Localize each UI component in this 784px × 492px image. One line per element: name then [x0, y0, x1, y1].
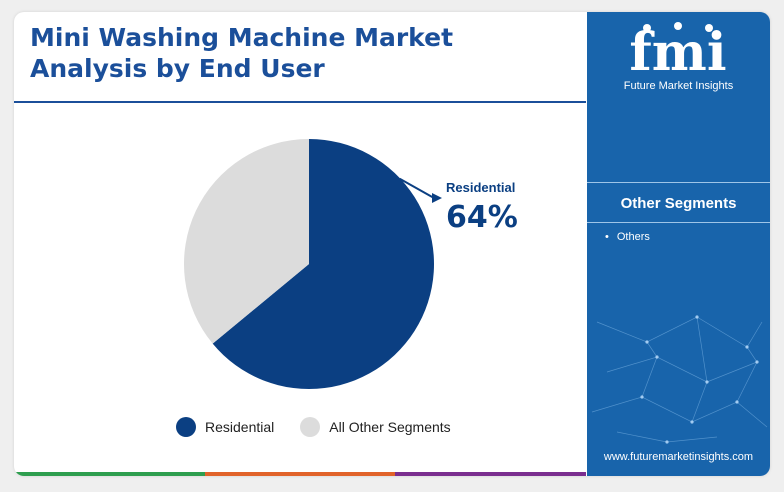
legend-label-other: All Other Segments — [329, 419, 451, 435]
annotation-arrow-line — [399, 177, 435, 199]
segment-item: Others — [605, 231, 650, 243]
bottom-bar-green — [14, 472, 205, 476]
title-divider — [14, 101, 586, 103]
network-decoration — [591, 315, 768, 444]
segments-top-divider — [587, 182, 770, 183]
website-url[interactable]: www.futuremarketinsights.com — [603, 451, 754, 463]
chart-legend: Residential All Other Segments — [176, 417, 451, 437]
legend-item-other: All Other Segments — [300, 417, 451, 437]
logo-subtitle: Future Market Insights — [623, 80, 734, 92]
pie-slice-residential — [212, 139, 434, 389]
segments-bottom-divider — [587, 222, 770, 223]
bottom-color-bar — [14, 472, 587, 476]
annotation-value: 64% — [446, 200, 518, 235]
segments-list: Others — [605, 231, 650, 243]
fmi-logo: fmi — [629, 22, 727, 83]
legend-swatch-residential — [176, 417, 196, 437]
annotation-label: Residential — [446, 180, 515, 195]
pie-chart: Residential 64% — [183, 139, 518, 389]
logo-letters: fmi — [629, 22, 726, 83]
legend-label-residential: Residential — [205, 419, 275, 435]
pie-slice-all-other-segments — [183, 139, 309, 344]
brand-sidebar: fmi Future Market Insights Other Segment… — [587, 12, 770, 476]
bottom-bar-orange — [204, 472, 396, 476]
infographic-card: Mini Washing Machine Market Analysis by … — [14, 12, 770, 476]
chart-title: Mini Washing Machine Market Analysis by … — [30, 23, 454, 83]
segments-title: Other Segments — [620, 195, 737, 212]
bottom-bar-purple — [395, 472, 587, 476]
chart-panel: Mini Washing Machine Market Analysis by … — [14, 12, 587, 476]
logo-mark-dot — [705, 24, 713, 32]
legend-item-residential: Residential — [176, 417, 274, 437]
legend-swatch-other — [300, 417, 321, 437]
logo-mark-dot — [643, 24, 651, 32]
logo-mark-dot — [674, 22, 682, 30]
annotation-arrow-head — [432, 193, 442, 203]
